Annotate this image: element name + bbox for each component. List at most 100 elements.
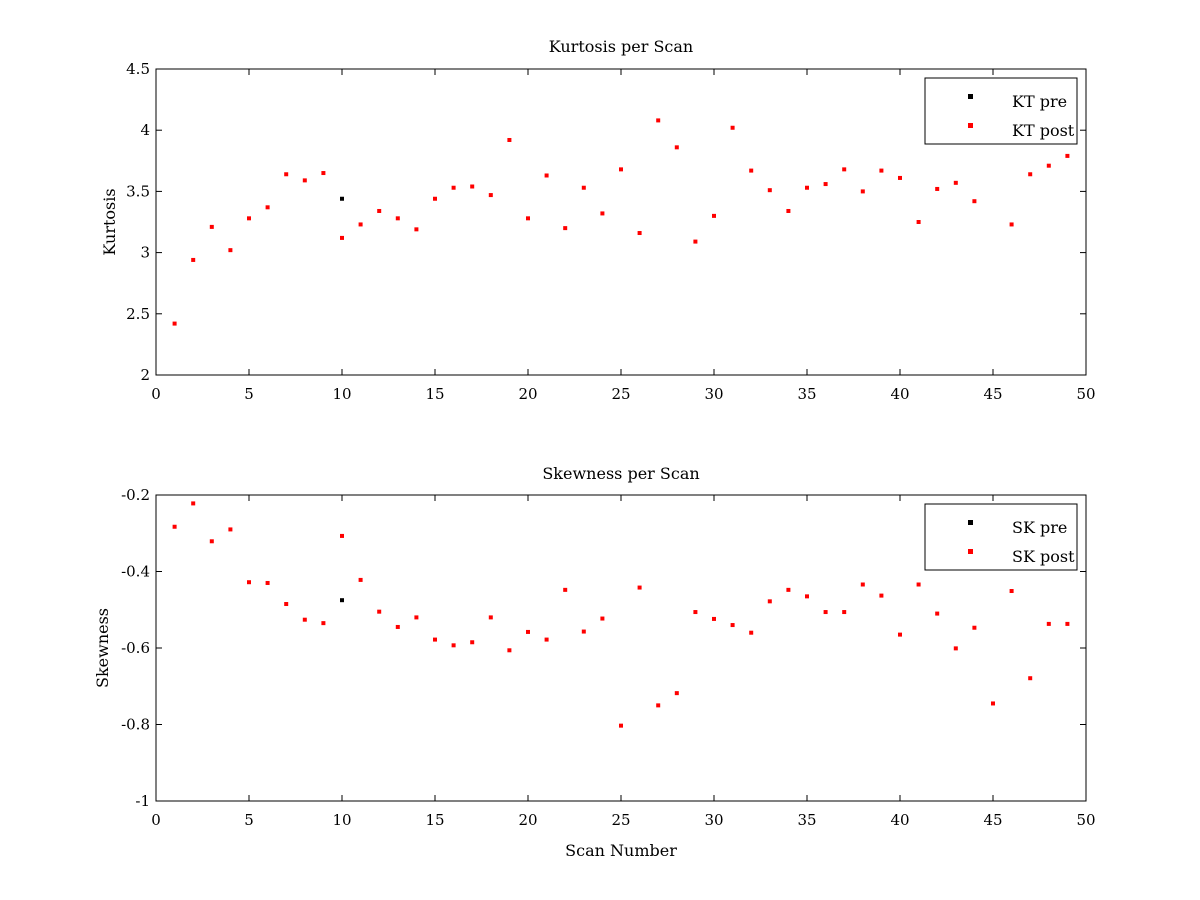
kt-post-point — [972, 199, 977, 204]
kt-post-point — [526, 216, 530, 221]
kurtosis-y-tick-label: 3.5 — [126, 182, 150, 200]
kt-post-point — [321, 171, 326, 176]
kt-post-point — [786, 208, 791, 213]
kurtosis-panel: Kurtosis per Scan Kurtosis 0 5 10 15 20 25 30 3… — [100, 37, 1096, 403]
kt-post-point — [302, 178, 307, 183]
skewness-x-tick-label: 20 — [518, 811, 537, 829]
kt-post-point — [935, 186, 940, 191]
kurtosis-y-tick-label: 3 — [140, 244, 150, 262]
kurtosis-x-tick-label: 35 — [797, 385, 816, 403]
sk-post-point — [377, 609, 382, 614]
sk-post-point — [526, 629, 530, 634]
kt-post-point — [563, 226, 568, 231]
kt-post-point — [600, 211, 605, 216]
skewness-y-tick-label: -0.8 — [121, 716, 150, 734]
kt-post-point — [488, 193, 493, 198]
sk-post-point — [544, 637, 549, 642]
kurtosis-x-tick-label: 0 — [151, 385, 161, 403]
sk-post-point — [693, 610, 698, 615]
kt-post-point — [823, 182, 828, 187]
kt-post-point — [749, 168, 754, 173]
kt-post-point — [358, 222, 363, 227]
skewness-legend: SK pre SK post — [924, 503, 1078, 571]
kt-post-point — [284, 172, 289, 177]
sk-post-point — [972, 625, 977, 630]
sk-post-point — [433, 637, 437, 642]
sk-post-point — [1046, 621, 1051, 626]
kt-post-point — [619, 167, 623, 172]
sk-post-point — [209, 539, 214, 544]
legend-label-kt-pre: KT pre — [1012, 92, 1067, 111]
sk-post-point — [507, 648, 512, 653]
kurtosis-chart-title: Kurtosis per Scan — [549, 37, 693, 56]
kt-post-point — [693, 239, 698, 244]
sk-post-point — [265, 580, 270, 585]
kurtosis-x-tick-label: 5 — [244, 385, 254, 403]
kt-post-point — [265, 205, 270, 210]
kurtosis-x-tick-label: 50 — [1076, 385, 1095, 403]
kurtosis-x-tick-label: 15 — [425, 385, 444, 403]
kurtosis-points — [172, 118, 1070, 326]
kurtosis-x-tick-label: 10 — [332, 385, 351, 403]
skewness-y-tick-label: -0.2 — [121, 486, 150, 504]
sk-post-point — [749, 630, 754, 635]
kt-post-point — [842, 167, 847, 172]
sk-post-point — [284, 602, 289, 607]
sk-post-point — [674, 691, 679, 696]
skewness-x-tick-label: 50 — [1076, 811, 1095, 829]
skewness-y-tick-label: -1 — [135, 792, 150, 810]
kt-post-point — [805, 185, 809, 190]
kt-post-point — [637, 231, 642, 236]
skewness-chart-title: Skewness per Scan — [542, 464, 699, 483]
kurtosis-y-tick-label: 4 — [140, 121, 150, 139]
kt-post-point — [470, 184, 475, 189]
legend-label-sk-post: SK post — [1012, 547, 1075, 566]
sk-post-point — [842, 610, 847, 615]
legend-marker-kt-post — [968, 123, 973, 128]
kt-post-point — [1046, 163, 1051, 168]
kt-post-point — [1028, 172, 1033, 177]
skewness-x-tick-label: 15 — [425, 811, 444, 829]
sk-post-point — [823, 610, 828, 615]
kt-post-point — [953, 180, 958, 185]
sk-post-point — [302, 617, 307, 622]
sk-post-point — [172, 524, 177, 529]
kurtosis-x-tick-label: 45 — [983, 385, 1002, 403]
sk-post-point — [247, 580, 251, 585]
sk-post-point — [805, 594, 809, 599]
sk-post-point — [712, 616, 716, 621]
sk-post-point — [991, 701, 995, 706]
sk-post-point — [191, 501, 196, 506]
skewness-y-tick-label: -0.4 — [121, 563, 150, 581]
legend-label-sk-pre: SK pre — [1012, 518, 1067, 537]
legend-marker-kt-pre — [968, 94, 973, 99]
sk-post-point — [1009, 589, 1014, 594]
sk-post-point — [563, 587, 568, 592]
kt-post-point — [340, 235, 344, 240]
sk-post-point — [767, 599, 772, 604]
sk-post-point — [1065, 621, 1070, 626]
kurtosis-ticks: 0 5 10 15 20 25 30 35 40 45 50 2 2.5 3 3.5 4 4.5 — [126, 60, 1095, 403]
kt-post-point — [377, 208, 382, 213]
sk-post-point — [656, 703, 661, 708]
legend-marker-sk-pre — [968, 520, 973, 525]
sk-post-point — [470, 640, 475, 645]
kurtosis-y-axis-label: Kurtosis — [100, 188, 119, 255]
legend-label-kt-post: KT post — [1012, 121, 1075, 140]
sk-post-point — [637, 585, 642, 590]
kt-post-point — [860, 189, 865, 194]
legend-marker-sk-post — [968, 549, 973, 554]
kurtosis-x-tick-label: 20 — [518, 385, 537, 403]
skewness-x-tick-label: 40 — [890, 811, 909, 829]
sk-post-point — [358, 577, 363, 582]
sk-post-point — [395, 624, 400, 629]
kt-post-point — [1065, 153, 1070, 158]
sk-post-point — [916, 582, 921, 587]
skewness-ticks: 0 5 10 15 20 25 30 35 40 45 50 -1 -0.8 -0.6 -0.4 -0.2 — [121, 486, 1095, 829]
kt-post-point — [228, 248, 233, 253]
kt-post-point — [544, 173, 549, 178]
scan-number-x-axis-label: Scan Number — [565, 841, 677, 860]
skewness-x-tick-label: 25 — [611, 811, 630, 829]
kt-post-point — [414, 227, 419, 232]
sk-post-point — [786, 587, 791, 592]
